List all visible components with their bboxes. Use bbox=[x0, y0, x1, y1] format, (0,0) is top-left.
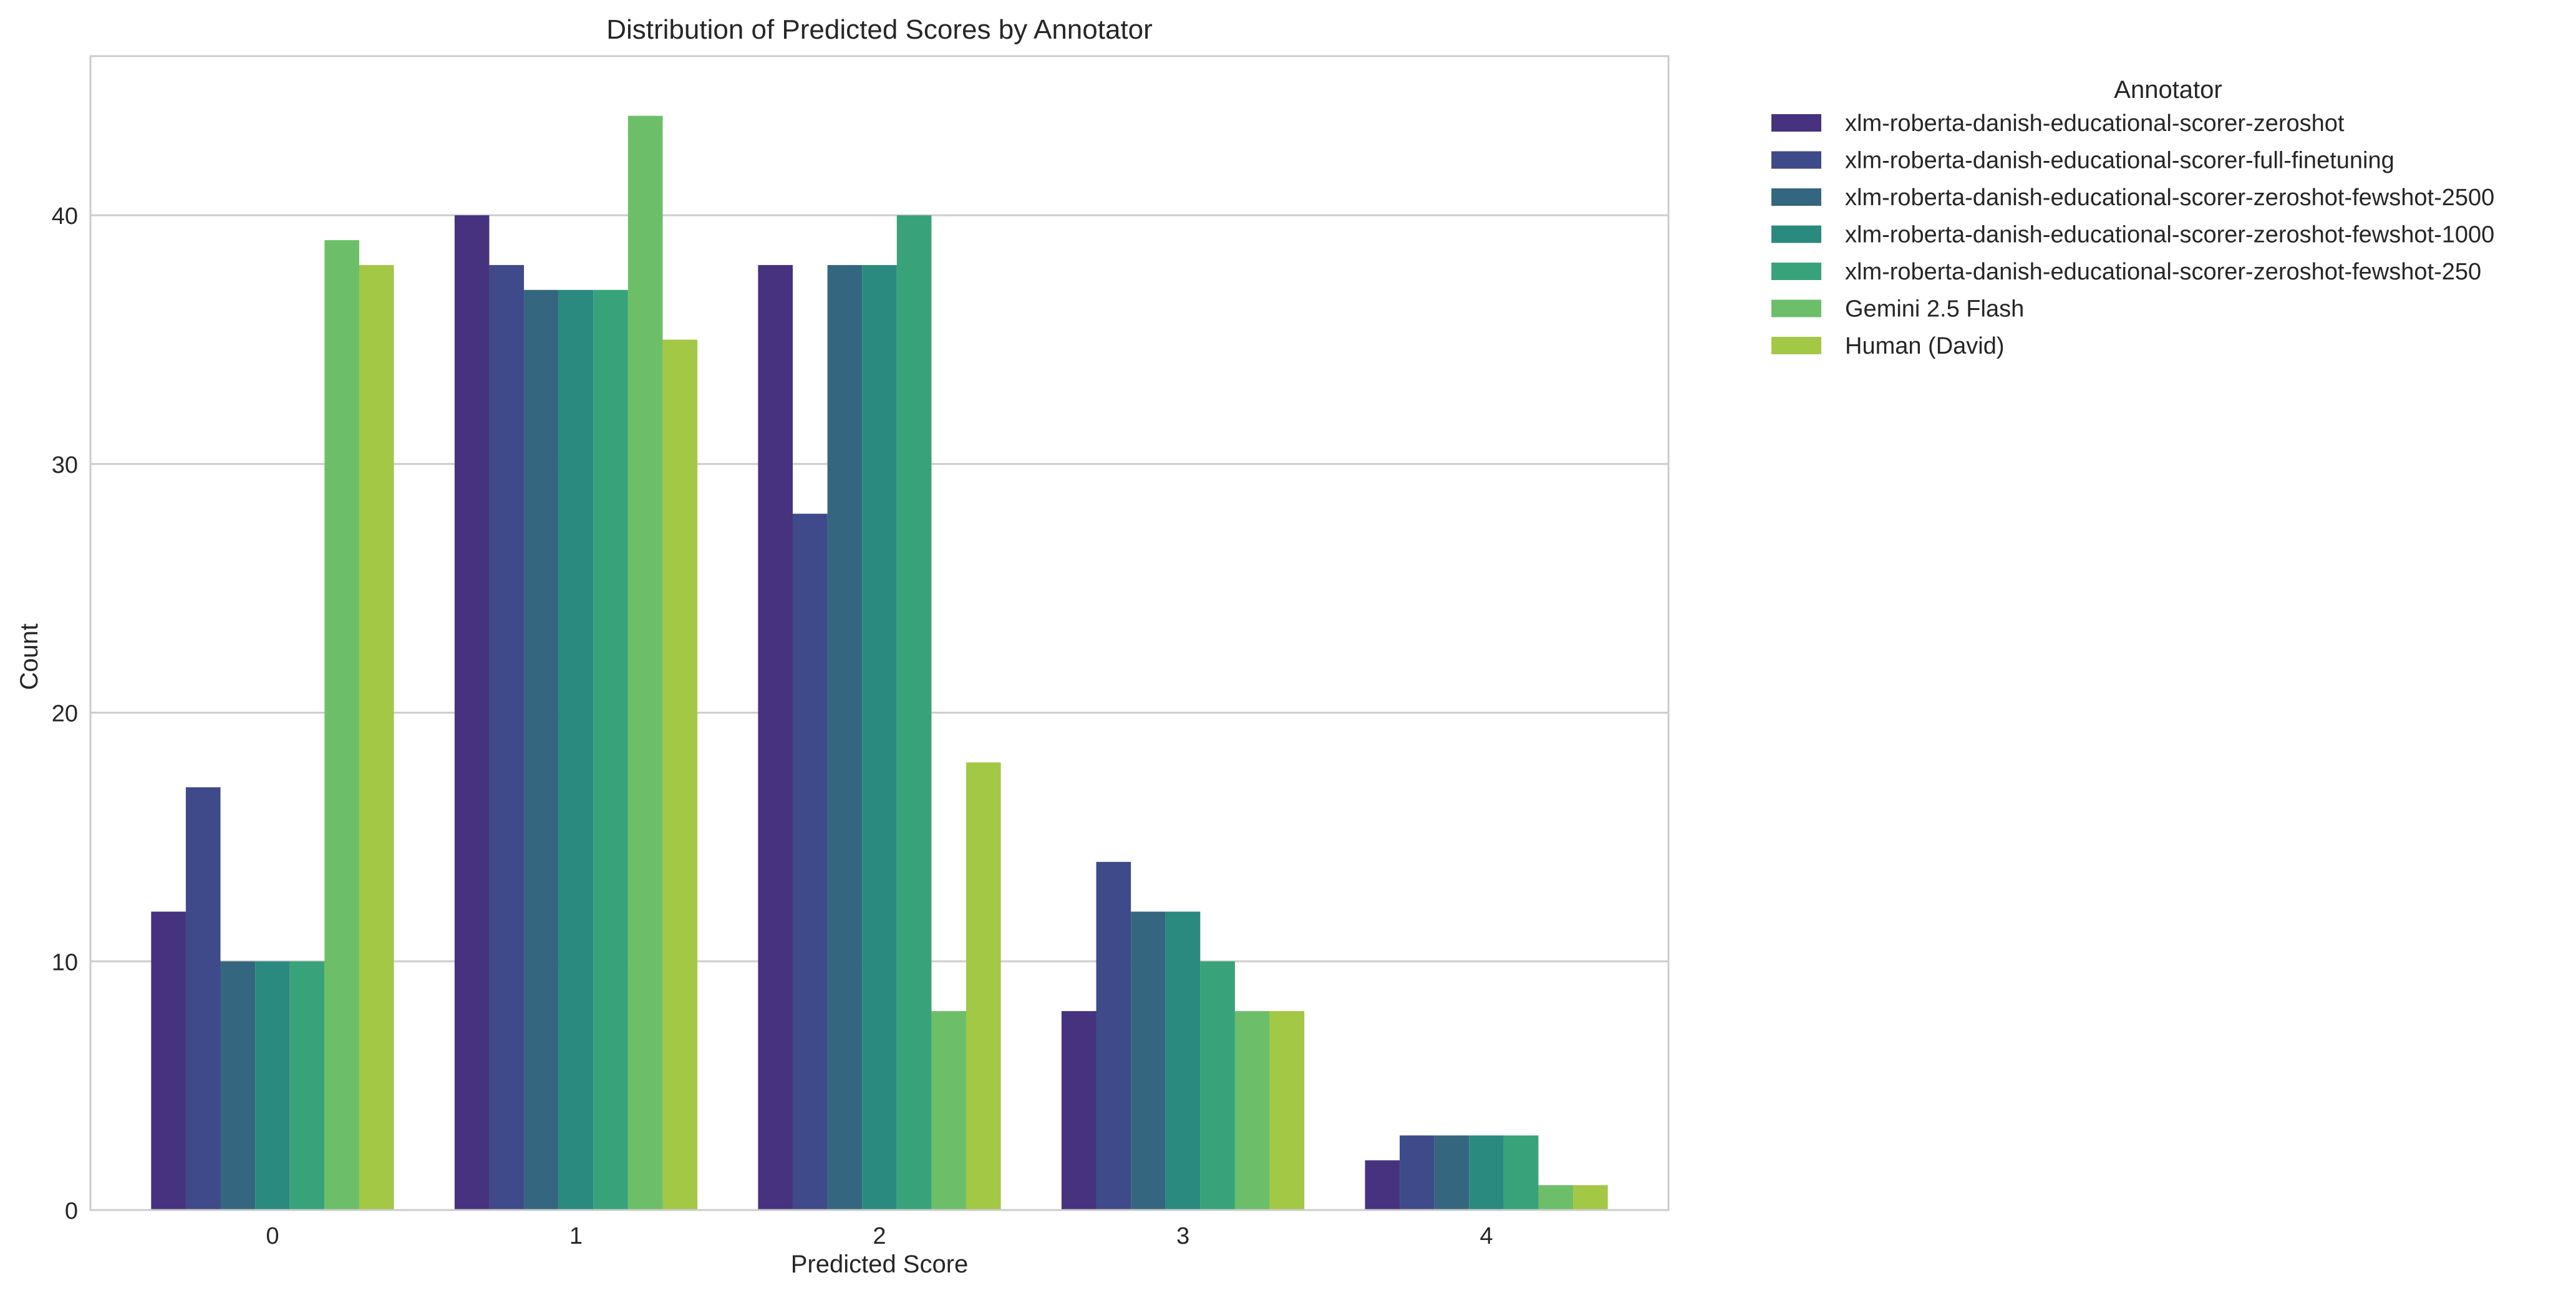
bar bbox=[1400, 1135, 1435, 1210]
bar bbox=[151, 911, 186, 1210]
bar bbox=[454, 215, 490, 1211]
bar bbox=[524, 289, 559, 1211]
legend-label: Gemini 2.5 Flash bbox=[1845, 296, 2024, 322]
bar bbox=[1200, 961, 1235, 1210]
legend-item: xlm-roberta-danish-educational-scorer-ze… bbox=[1771, 110, 2345, 137]
legend-item: xlm-roberta-danish-educational-scorer-ze… bbox=[1771, 222, 2494, 248]
legend-label: xlm-roberta-danish-educational-scorer-ze… bbox=[1845, 185, 2494, 211]
legend-label: xlm-roberta-danish-educational-scorer-ze… bbox=[1845, 222, 2494, 248]
legend-label: xlm-roberta-danish-educational-scorer-ze… bbox=[1845, 110, 2345, 137]
legend-swatch bbox=[1771, 151, 1821, 169]
bar bbox=[662, 339, 698, 1210]
chart-title: Distribution of Predicted Scores by Anno… bbox=[606, 14, 1153, 45]
legend-label: xlm-roberta-danish-educational-scorer-fu… bbox=[1845, 148, 2394, 174]
bar bbox=[1234, 1011, 1270, 1210]
y-tick-label: 0 bbox=[65, 1198, 78, 1224]
bar bbox=[289, 961, 325, 1210]
x-axis-label: Predicted Score bbox=[791, 1251, 969, 1278]
legend-swatch bbox=[1771, 225, 1821, 243]
x-tick-label: 1 bbox=[569, 1223, 583, 1249]
bar bbox=[489, 264, 525, 1210]
bar bbox=[1469, 1135, 1504, 1210]
bar bbox=[1061, 1011, 1097, 1210]
legend-title: Annotator bbox=[2114, 76, 2222, 104]
bar bbox=[220, 961, 256, 1210]
bar bbox=[931, 1011, 967, 1210]
bar bbox=[627, 115, 663, 1210]
y-tick-label: 30 bbox=[52, 452, 78, 478]
legend: Annotator xlm-roberta-danish-educational… bbox=[1771, 76, 2494, 359]
bar bbox=[966, 762, 1001, 1210]
bar bbox=[827, 264, 863, 1210]
legend-label: Human (David) bbox=[1845, 333, 2005, 359]
legend-swatch bbox=[1771, 337, 1821, 354]
bar bbox=[862, 264, 897, 1210]
bar bbox=[792, 513, 828, 1211]
x-tick-label: 2 bbox=[873, 1223, 886, 1249]
x-tick-label: 0 bbox=[266, 1223, 279, 1249]
x-tick-label: 3 bbox=[1176, 1223, 1189, 1249]
bar bbox=[1538, 1185, 1574, 1210]
bar bbox=[1131, 911, 1166, 1210]
y-tick-label: 40 bbox=[52, 203, 78, 230]
bar bbox=[1365, 1160, 1400, 1210]
bar bbox=[1573, 1185, 1608, 1210]
bar bbox=[558, 289, 594, 1211]
legend-swatch bbox=[1771, 299, 1821, 317]
y-axis-label: Count bbox=[16, 624, 43, 690]
legend-swatch bbox=[1771, 114, 1821, 132]
bar bbox=[758, 264, 793, 1210]
legend-item: Gemini 2.5 Flash bbox=[1771, 296, 2024, 322]
y-tick-label: 10 bbox=[52, 949, 78, 976]
bar bbox=[324, 240, 359, 1210]
bar bbox=[593, 289, 628, 1211]
bar bbox=[1503, 1135, 1539, 1210]
legend-item: xlm-roberta-danish-educational-scorer-ze… bbox=[1771, 185, 2494, 211]
bar bbox=[255, 961, 290, 1210]
legend-swatch bbox=[1771, 188, 1821, 206]
legend-item: xlm-roberta-danish-educational-scorer-fu… bbox=[1771, 148, 2394, 174]
legend-label: xlm-roberta-danish-educational-scorer-ze… bbox=[1845, 259, 2481, 285]
legend-swatch bbox=[1771, 263, 1821, 280]
bar bbox=[1165, 911, 1201, 1210]
bar bbox=[1269, 1011, 1305, 1210]
x-tick-label: 4 bbox=[1480, 1223, 1493, 1249]
bar bbox=[896, 215, 932, 1211]
plot-frame bbox=[89, 55, 1670, 1211]
y-tick-label: 20 bbox=[52, 701, 78, 727]
bar bbox=[359, 264, 394, 1210]
bar bbox=[1096, 861, 1131, 1210]
bar bbox=[185, 787, 221, 1210]
bar bbox=[1434, 1135, 1470, 1210]
legend-item: xlm-roberta-danish-educational-scorer-ze… bbox=[1771, 259, 2481, 285]
legend-item: Human (David) bbox=[1771, 333, 2005, 359]
